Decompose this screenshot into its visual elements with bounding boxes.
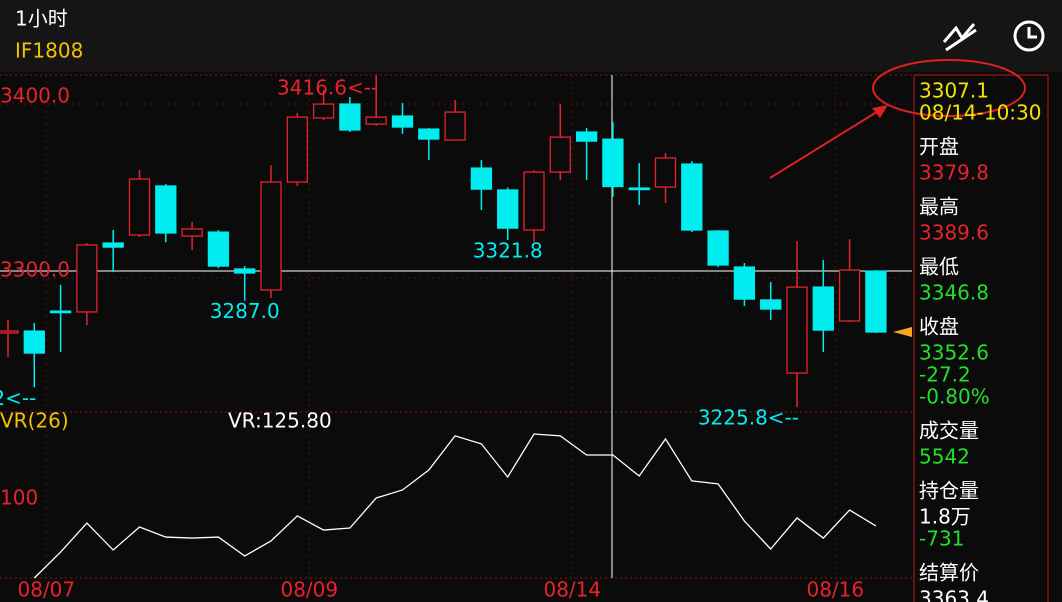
candle-body: [681, 163, 703, 231]
candle-body: [207, 231, 230, 267]
panel-value: 3363.4: [919, 587, 989, 602]
candle-body: [76, 244, 98, 313]
candle-body: [575, 131, 598, 142]
panel-label: 成交量: [919, 419, 979, 443]
y-tick-label: 100: [0, 486, 38, 510]
price-annotation: 2<--: [0, 386, 36, 410]
indicator-title: VR(26): [0, 409, 69, 433]
candle-body: [128, 178, 151, 236]
x-tick-label: 08/14: [543, 578, 601, 602]
symbol: IF1808: [15, 39, 83, 63]
candle-body: [786, 286, 808, 374]
candle-body: [497, 189, 519, 229]
panel-value: 3346.8: [919, 281, 989, 305]
panel-label: 持仓量: [919, 479, 979, 503]
candle-body: [0, 330, 19, 334]
panel-value: -0.80%: [919, 385, 990, 409]
arrow-head: [872, 105, 888, 118]
price-annotation: 3321.8: [473, 239, 543, 263]
candle-body: [602, 138, 624, 188]
candle-body: [23, 330, 45, 354]
candle-body: [339, 103, 361, 131]
cursor-time: 08/14-10:30: [919, 101, 1042, 125]
candle-body: [102, 242, 124, 248]
candle-body: [444, 111, 466, 141]
price-annotation: 3287.0: [210, 299, 280, 323]
candle-body: [549, 136, 571, 173]
y-tick-label: 3300.0: [0, 258, 70, 282]
candle-body: [234, 268, 256, 274]
x-tick-label: 08/09: [280, 578, 338, 602]
candle-body: [707, 230, 729, 266]
panel-label: 收盘: [919, 315, 959, 339]
highlight-circle: [872, 59, 1026, 117]
panel-value: -731: [919, 527, 964, 551]
panel-label: 最高: [919, 195, 959, 219]
panel-value: 3352.6: [919, 341, 989, 365]
panel-value: 5542: [919, 445, 970, 469]
candle-body: [181, 228, 203, 237]
panel-value: 3379.8: [919, 161, 989, 185]
candle-body: [733, 266, 756, 300]
cursor-price: 3307.1: [919, 79, 989, 103]
y-tick-label: 3400.0: [0, 84, 70, 108]
candle-body: [260, 181, 282, 291]
clock-icon[interactable]: [1013, 20, 1045, 52]
candle-body: [312, 103, 335, 119]
x-tick-label: 08/16: [806, 578, 864, 602]
frame: [0, 74, 912, 579]
candle-body: [155, 185, 177, 234]
candle-body: [49, 310, 72, 314]
last-price-marker: [893, 327, 912, 337]
candle-body: [365, 116, 387, 125]
x-tick-label: 08/07: [17, 578, 75, 602]
price-annotation: 3225.8<--: [698, 406, 799, 430]
candle-body: [286, 116, 308, 183]
panel-label: 结算价: [919, 561, 979, 585]
draw-icon[interactable]: [942, 23, 977, 52]
timeframe[interactable]: 1小时: [15, 7, 68, 31]
indicator-readout: VR:125.80: [228, 409, 332, 433]
candle-body: [654, 157, 677, 188]
panel-label: 开盘: [919, 135, 959, 159]
header-bg: [0, 0, 1062, 72]
panel-value: 3389.6: [919, 221, 989, 245]
panel-value: 1.8万: [919, 505, 971, 529]
panel-label: 最低: [919, 255, 959, 279]
panel-value: -27.2: [919, 363, 971, 387]
candle-body: [812, 286, 834, 331]
candle-body: [628, 187, 650, 191]
vr-line: [33, 433, 877, 579]
price-annotation: 3416.6<--: [277, 76, 378, 100]
candle-body: [391, 115, 414, 128]
candle-body: [418, 128, 440, 140]
highlight-arrow: [769, 109, 881, 179]
candle-body: [838, 269, 861, 322]
candle-body: [523, 171, 545, 231]
candle-body: [470, 167, 493, 190]
candle-body: [760, 299, 782, 310]
candle-body: [865, 270, 887, 333]
